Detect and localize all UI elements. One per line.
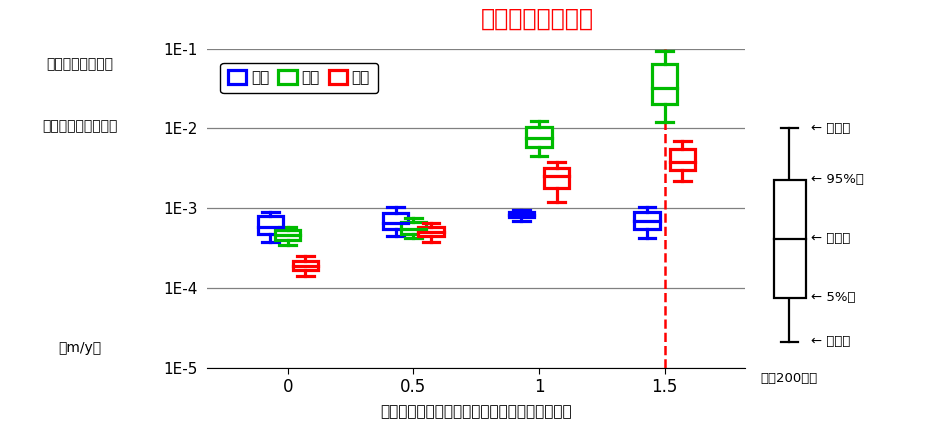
Bar	[383, 213, 408, 229]
Bar	[526, 127, 552, 148]
Text: 処分坑道から地表: 処分坑道から地表	[46, 58, 114, 72]
Bar	[544, 168, 570, 188]
Text: （計200点）: （計200点）	[761, 373, 818, 385]
Bar	[670, 149, 695, 170]
Text: （m/y）: （m/y）	[58, 341, 102, 355]
Text: ← 最小値: ← 最小値	[811, 335, 851, 348]
X-axis label: 粒子放出時刻：処分施設閉鎖後の時間（万年）: 粒子放出時刻：処分施設閉鎖後の時間（万年）	[380, 404, 572, 420]
Text: ← 5%値: ← 5%値	[811, 291, 855, 304]
Bar	[293, 260, 318, 270]
Bar	[652, 64, 677, 105]
Legend: 下流, 中央, 上流: 下流, 中央, 上流	[221, 63, 377, 93]
Bar	[275, 230, 301, 240]
Text: 到達までの平均流速: 到達までの平均流速	[42, 120, 118, 134]
Bar	[419, 227, 443, 236]
Bar	[773, 180, 805, 298]
Bar	[257, 216, 283, 233]
Bar	[401, 222, 426, 233]
Bar	[509, 212, 534, 217]
Bar	[635, 212, 659, 229]
Text: ← 最大値: ← 最大値	[811, 122, 851, 135]
Text: ← 中央値: ← 中央値	[811, 232, 851, 245]
Text: 分岐断層地表到達: 分岐断層地表到達	[481, 7, 594, 31]
Text: ← 95%値: ← 95%値	[811, 173, 864, 186]
